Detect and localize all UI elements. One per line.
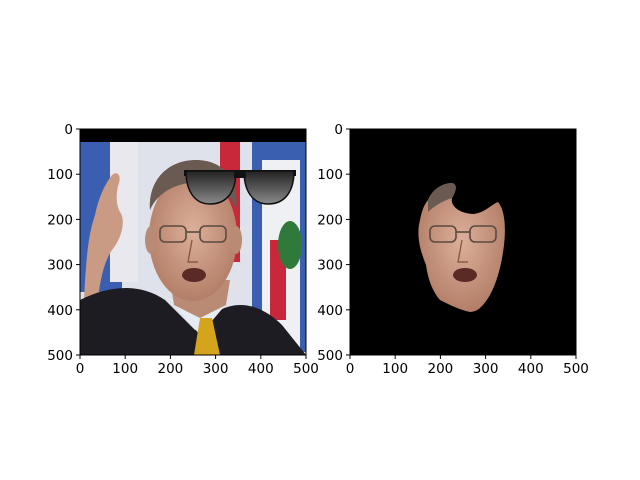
x-tick-label: 200 [428, 361, 454, 377]
y-tick-label: 400 [317, 303, 343, 319]
masked-eyeglasses [429, 225, 497, 243]
top-black-band [80, 129, 306, 142]
x-tick-label: 0 [346, 361, 355, 377]
x-tick-label: 500 [293, 361, 319, 377]
x-tick-label: 100 [112, 361, 138, 377]
masked-hair [428, 183, 456, 212]
y-tick-label: 300 [47, 258, 73, 274]
y-tick-label: 400 [47, 303, 73, 319]
sunglasses-left-lens [185, 170, 237, 205]
left-axes-frame [79, 128, 307, 356]
y-tick-label: 0 [334, 122, 343, 138]
left-ear [145, 226, 157, 254]
y-tick-label: 200 [317, 212, 343, 228]
nose [187, 239, 198, 263]
sunglasses-bridge [234, 172, 246, 178]
raised-hand [84, 173, 123, 300]
right-axes-frame [349, 128, 577, 356]
x-tick-label: 0 [76, 361, 85, 377]
face [149, 173, 237, 301]
y-tick-label: 500 [47, 348, 73, 364]
masked-mouth [453, 268, 477, 282]
x-tick-label: 400 [248, 361, 274, 377]
sunglasses-overlay [184, 170, 296, 205]
right-ear [230, 226, 242, 254]
photo-panel [80, 129, 306, 355]
mouth [182, 268, 206, 282]
suit [80, 287, 306, 355]
y-tick-label: 300 [317, 258, 343, 274]
y-tick-label: 200 [47, 212, 73, 228]
y-tick-label: 500 [317, 348, 343, 364]
x-tick-label: 200 [158, 361, 184, 377]
y-tick-label: 100 [317, 167, 343, 183]
x-tick-label: 100 [382, 361, 408, 377]
eyeglasses [159, 225, 227, 243]
x-tick-label: 500 [563, 361, 589, 377]
x-tick-label: 300 [473, 361, 499, 377]
x-tick-label: 400 [518, 361, 544, 377]
x-tick-label: 300 [203, 361, 229, 377]
sunglasses-right-lens [243, 170, 295, 205]
flag-emblem [278, 221, 302, 269]
y-tick-label: 100 [47, 167, 73, 183]
masked-nose [457, 239, 468, 263]
mask-panel [350, 129, 576, 355]
y-tick-label: 0 [64, 122, 73, 138]
tie [194, 318, 220, 355]
masked-face [418, 183, 505, 312]
